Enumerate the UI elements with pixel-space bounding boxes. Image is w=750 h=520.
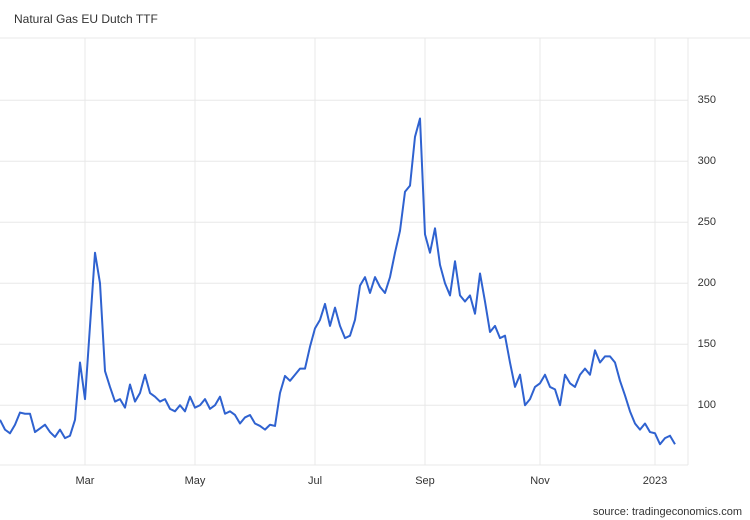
x-tick-label: May <box>185 475 206 487</box>
x-tick-label: 2023 <box>643 475 667 487</box>
x-tick-label: Mar <box>76 475 95 487</box>
series-line <box>0 117 676 446</box>
x-tick-label: Jul <box>308 475 322 487</box>
y-tick-label: 250 <box>698 216 716 228</box>
y-tick-label: 350 <box>698 94 716 106</box>
y-tick-label: 200 <box>698 277 716 289</box>
chart-title: Natural Gas EU Dutch TTF <box>14 12 158 26</box>
x-tick-label: Nov <box>530 475 550 487</box>
source: source: tradingeconomics.com <box>593 506 742 518</box>
x-tick-label: Sep <box>415 475 435 487</box>
y-tick-label: 300 <box>698 155 716 167</box>
y-tick-label: 100 <box>698 399 716 411</box>
y-tick-label: 150 <box>698 338 716 350</box>
